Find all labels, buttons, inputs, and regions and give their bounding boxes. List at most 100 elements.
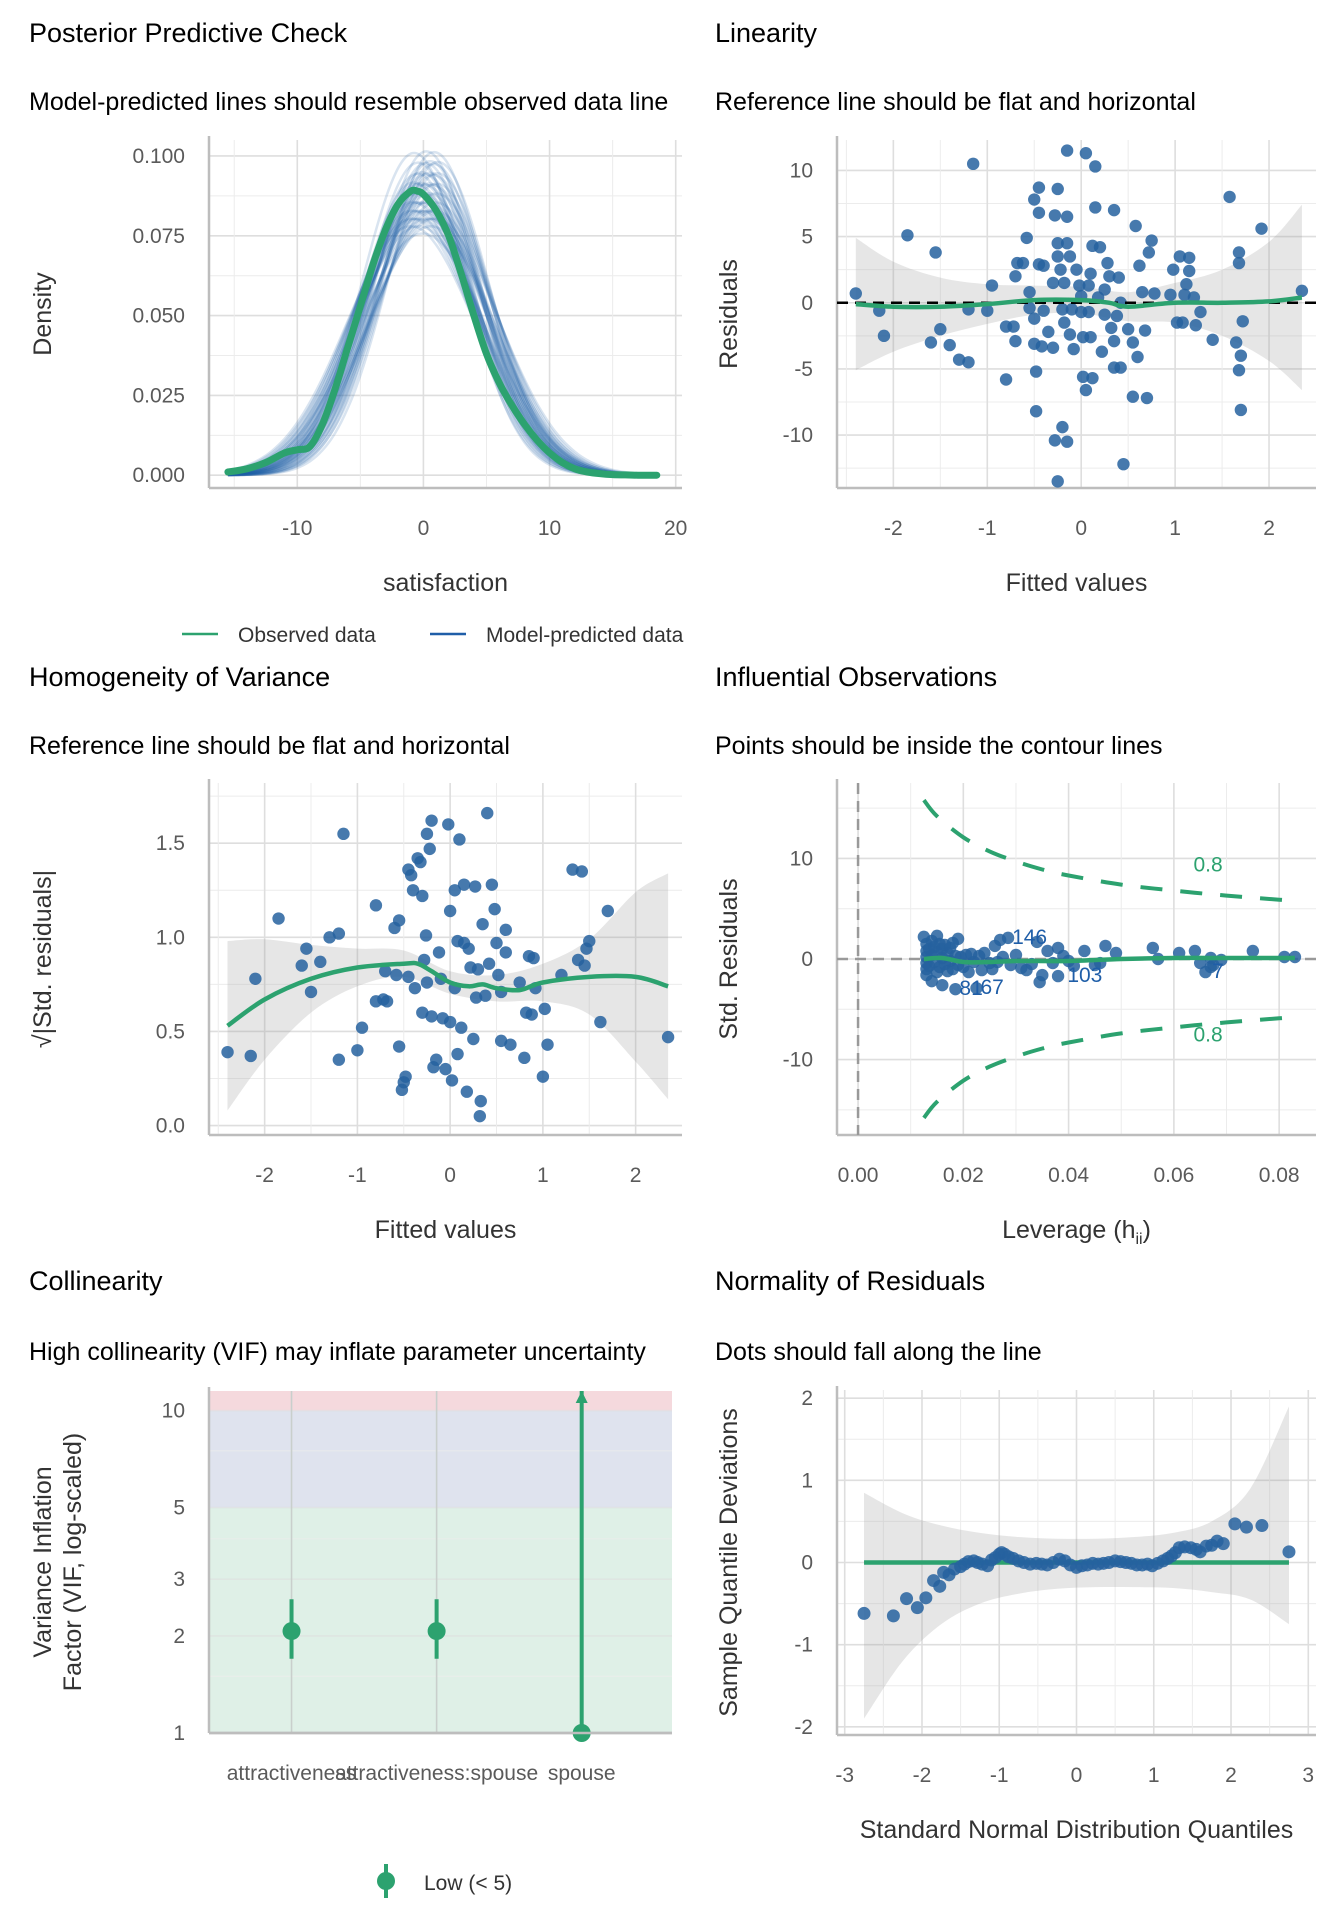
data-point [1093, 240, 1107, 254]
x-tick-label: -10 [282, 517, 312, 540]
y-tick-label: 0.100 [132, 145, 185, 168]
data-point [471, 963, 485, 976]
predicted-lines [227, 150, 657, 477]
data-point [536, 1070, 550, 1083]
data-point [1183, 264, 1196, 278]
data-point [919, 1591, 933, 1605]
data-point [943, 338, 956, 352]
smooth-line [923, 955, 1295, 965]
data-point [1046, 276, 1060, 290]
data-point [1126, 390, 1140, 403]
x-tick-label: 0 [444, 1164, 456, 1187]
data-point [1109, 946, 1123, 960]
data-point [1065, 303, 1079, 316]
data-point [1032, 181, 1046, 194]
data-point [1063, 328, 1077, 341]
data-point [404, 869, 418, 882]
data-point [1098, 308, 1111, 321]
predicted-line [227, 201, 657, 477]
data-point [462, 942, 475, 955]
contour-label-upper: 0.8 [1193, 854, 1222, 877]
x-axis-title-end: ) [1143, 1216, 1151, 1244]
data-point [355, 1021, 369, 1034]
data-point [1063, 250, 1077, 263]
legend-label-low: Low (< 5) [424, 1872, 512, 1895]
data-point [420, 827, 434, 841]
data-point [295, 959, 308, 972]
data-point [476, 917, 489, 931]
data-point [425, 814, 438, 827]
data-point [1060, 435, 1074, 448]
data-point [1037, 304, 1050, 317]
data-point [513, 976, 526, 989]
data-point [1054, 263, 1067, 276]
x-tick-label: 1 [537, 1164, 549, 1187]
data-point [1246, 944, 1260, 958]
y-tick-label: -1 [794, 1634, 813, 1657]
data-point [425, 1010, 438, 1023]
data-point [469, 991, 483, 1004]
data-point [575, 865, 589, 878]
y-tick-label: -2 [794, 1716, 813, 1739]
data-point [929, 246, 942, 259]
data-point [1037, 259, 1050, 272]
data-point [1255, 222, 1268, 235]
panel-linearity: Linearity Reference line should be flat a… [715, 18, 1316, 597]
data-point [578, 959, 591, 972]
data-point [901, 229, 914, 242]
data-point [1023, 301, 1036, 315]
data-point [1009, 334, 1022, 348]
y-axis-title: Variance Inflation [29, 1466, 57, 1657]
data-point [1121, 323, 1135, 336]
data-point [402, 970, 415, 984]
data-point [1148, 287, 1161, 300]
legend-key-point [377, 1872, 395, 1890]
cook-contour-lower [922, 1015, 1288, 1120]
panel-title: Posterior Predictive Check [29, 18, 348, 48]
data-point [482, 957, 496, 970]
data-point [1051, 182, 1064, 196]
data-point [1112, 271, 1125, 284]
data-point [1048, 209, 1062, 222]
y-axis-title: √|Std. residuals| [29, 870, 57, 1048]
data-point [1030, 935, 1044, 949]
data-point [1188, 944, 1202, 958]
data-point [538, 1002, 551, 1016]
data-point [448, 884, 461, 897]
x-tick-label: attractiveness [227, 1762, 357, 1785]
data-point [936, 978, 949, 992]
data-point [337, 827, 350, 841]
data-point [1167, 263, 1180, 276]
data-point [985, 279, 999, 292]
x-tick-label: 0.06 [1153, 1164, 1194, 1187]
data-point [414, 855, 427, 869]
data-point [1133, 259, 1146, 272]
data-point [924, 336, 938, 349]
data-point [566, 863, 579, 876]
data-point [1136, 285, 1149, 299]
data-point [453, 833, 466, 846]
x-tick-label: 0.04 [1048, 1164, 1089, 1187]
x-tick-label: spouse [548, 1762, 616, 1785]
y-tick-label: 0.000 [132, 464, 185, 487]
data-point [1114, 361, 1127, 374]
x-tick-label: -1 [990, 1764, 1009, 1787]
x-tick-label: 1 [1169, 517, 1181, 540]
data-point [488, 902, 501, 916]
y-tick-label: 0.5 [156, 1020, 185, 1043]
data-point [1084, 330, 1097, 344]
data-point [1076, 370, 1090, 384]
data-point [416, 1006, 429, 1019]
data-point [1103, 270, 1116, 283]
data-point [1176, 316, 1189, 329]
panel-title: Normality of Residuals [715, 1266, 985, 1296]
y-tick-label: 0.025 [132, 384, 185, 407]
cook-contour-upper [922, 798, 1288, 903]
data-point [423, 842, 436, 856]
points [221, 806, 675, 1123]
x-tick-label: 2 [630, 1164, 642, 1187]
data-point [1228, 1517, 1242, 1531]
data-point [1079, 147, 1093, 160]
x-axis-title: satisfaction [383, 569, 508, 597]
panel-normality: Normality of Residuals Dots should fall a… [715, 1266, 1316, 1844]
